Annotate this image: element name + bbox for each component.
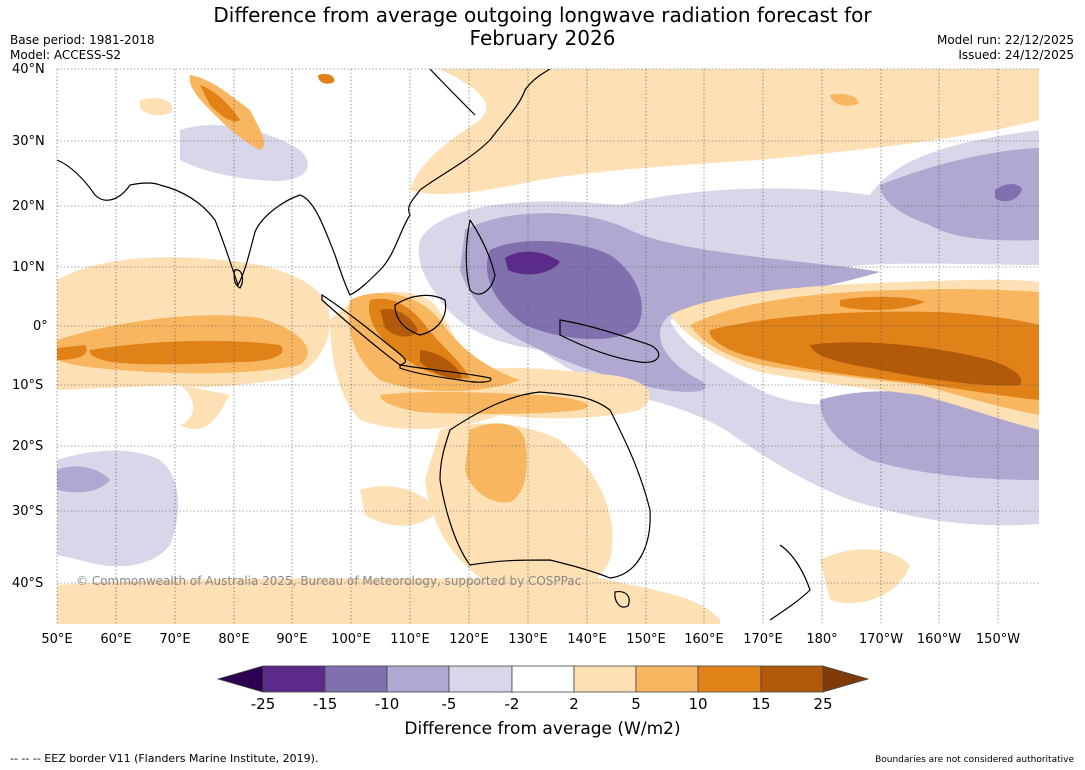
anomaly-region	[180, 125, 308, 181]
lon-label: 150°E	[626, 632, 666, 647]
lat-label: 40°N	[12, 62, 45, 77]
copyright-notice: © Commonwealth of Australia 2025, Bureau…	[76, 574, 582, 588]
colorbar-segment	[511, 665, 575, 693]
colorbar-tick: -5	[441, 695, 457, 713]
colorbar-segment	[635, 665, 699, 693]
lon-label: 170°W	[858, 632, 904, 647]
lat-label: 30°S	[12, 504, 44, 519]
lon-label: 80°E	[218, 632, 250, 647]
lon-label: 160°E	[684, 632, 724, 647]
colorbar	[216, 665, 870, 693]
base-period: Base period: 1981-2018	[10, 33, 155, 47]
colorbar-tick: 25	[813, 695, 833, 713]
colorbar-label: Difference from average (W/m2)	[404, 719, 681, 739]
colorbar-segment	[216, 665, 264, 693]
lon-label: 100°E	[331, 632, 371, 647]
issued-date: Issued: 24/12/2025	[958, 48, 1074, 62]
colorbar-tick: -2	[504, 695, 520, 713]
coast-indochina	[299, 189, 421, 296]
meta-left: Base period: 1981-2018 Model: ACCESS-S2	[10, 33, 155, 63]
anomaly-region	[410, 69, 1039, 195]
eez-legend: -- -- -- EEZ border V11 (Flanders Marine…	[10, 752, 319, 765]
graticule	[56, 68, 1039, 624]
coast-new-guinea	[559, 319, 660, 364]
anomaly-region	[57, 466, 110, 493]
coast-borneo	[394, 294, 447, 336]
lon-label: 120°E	[449, 632, 489, 647]
lon-label: 140°E	[567, 632, 607, 647]
colorbar-segment	[760, 665, 824, 693]
lat-label: 10°N	[12, 260, 45, 275]
coast-new-zealand	[769, 544, 811, 621]
anomaly-region	[180, 385, 230, 430]
coast-india	[159, 184, 301, 287]
coast-philippines	[465, 219, 496, 295]
title-line-1: Difference from average outgoing longwav…	[213, 3, 872, 27]
colorbar-segment	[386, 665, 450, 693]
colorbar-segment	[573, 665, 637, 693]
anomaly-region	[360, 486, 440, 526]
coast-australia	[439, 391, 651, 579]
colorbar-tick: 2	[569, 695, 579, 713]
anomaly-region	[57, 578, 720, 624]
meta-right: Model run: 22/12/2025 Issued: 24/12/2025	[937, 33, 1074, 63]
anomaly-region	[200, 85, 240, 122]
lon-label: 150°W	[975, 632, 1021, 647]
lon-label: 160°W	[916, 632, 962, 647]
lon-label: 170°E	[743, 632, 783, 647]
colorbar-tick: -25	[250, 695, 276, 713]
colorbar-tick: 5	[631, 695, 641, 713]
coast-arabia	[57, 159, 161, 201]
colorbar-tick: -10	[374, 695, 400, 713]
anomaly-region	[380, 391, 588, 415]
anomaly-region	[57, 345, 87, 360]
lon-label: 110°E	[390, 632, 430, 647]
lat-label: 20°S	[12, 439, 44, 454]
lon-label: 130°E	[508, 632, 548, 647]
lat-label: 0°	[33, 319, 48, 334]
lat-label: 20°N	[12, 199, 45, 214]
coast-sumatra	[321, 293, 407, 366]
anomaly-region	[420, 350, 462, 379]
coast-china	[419, 69, 551, 191]
anomaly-region	[820, 549, 910, 604]
coast-japan	[429, 69, 476, 116]
coastlines	[57, 69, 811, 621]
colorbar-segment	[324, 665, 388, 693]
anomaly-region	[830, 94, 859, 106]
colorbar-segment	[262, 665, 326, 693]
anomaly-region	[995, 184, 1022, 202]
colorbar-tick: 10	[688, 695, 708, 713]
colorbar-tick: -15	[312, 695, 338, 713]
anomaly-region	[840, 296, 925, 311]
anomaly-region	[140, 98, 173, 116]
lon-label: 70°E	[159, 632, 191, 647]
anomaly-region	[880, 148, 1039, 241]
model-name: Model: ACCESS-S2	[10, 48, 122, 62]
colorbar-segment	[697, 665, 762, 693]
lon-label: 180°	[806, 632, 838, 647]
lon-label: 60°E	[100, 632, 132, 647]
anomaly-region	[505, 251, 560, 275]
colorbar-segment	[822, 665, 870, 693]
anomaly-field	[57, 69, 1039, 624]
lat-label: 40°S	[12, 576, 44, 591]
anomaly-region	[465, 423, 527, 503]
coast-tasmania	[614, 591, 630, 608]
colorbar-tick: 15	[751, 695, 771, 713]
title-line-2: February 2026	[469, 26, 616, 50]
lat-label: 10°S	[12, 378, 44, 393]
coast-java	[399, 364, 492, 383]
model-run: Model run: 22/12/2025	[936, 33, 1074, 47]
boundary-disclaimer: Boundaries are not considered authoritat…	[875, 755, 1074, 765]
map-title: Difference from average outgoing longwav…	[0, 4, 1085, 50]
anomaly-region	[318, 73, 335, 84]
lon-label: 90°E	[276, 632, 308, 647]
lat-label: 30°N	[12, 134, 45, 149]
lon-label: 50°E	[41, 632, 73, 647]
anomaly-region	[810, 342, 1022, 386]
colorbar-segment	[448, 665, 513, 693]
anomaly-region	[89, 340, 283, 365]
